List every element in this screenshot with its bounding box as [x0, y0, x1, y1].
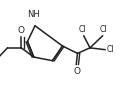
Text: O: O	[18, 26, 25, 35]
Text: Cl: Cl	[79, 25, 86, 34]
Text: Cl: Cl	[107, 45, 114, 54]
Text: Cl: Cl	[100, 25, 108, 34]
Text: NH: NH	[27, 10, 40, 19]
Text: O: O	[73, 67, 80, 76]
